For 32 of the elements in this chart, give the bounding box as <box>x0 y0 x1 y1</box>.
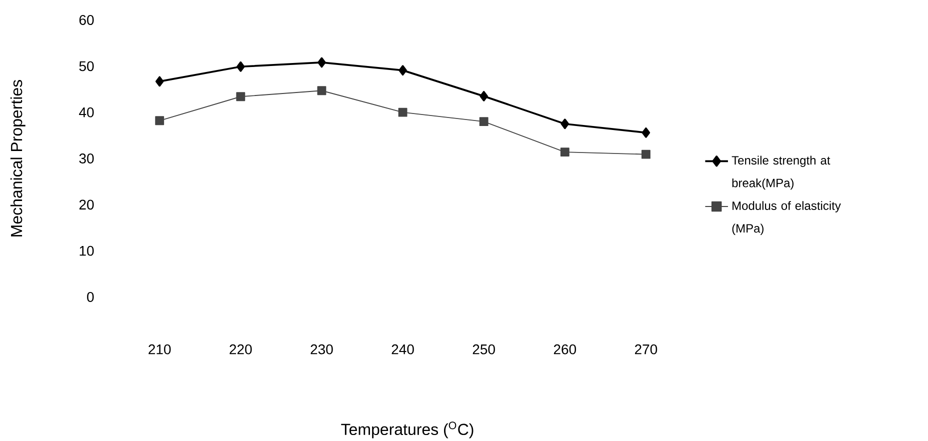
point <box>480 90 488 102</box>
y-tick-label: 60 <box>79 15 94 25</box>
point <box>398 108 408 117</box>
point <box>236 92 246 102</box>
x-tick-label: 240 <box>392 344 414 354</box>
x-tick-label: 270 <box>634 344 658 354</box>
legend-label: Modulus of elasticity (MPa) <box>732 201 841 235</box>
y-tick-label: 0 <box>87 292 94 302</box>
y-axis-title: Mechanical Properties <box>10 80 26 236</box>
x-tick-label: 260 <box>554 344 576 354</box>
y-tick-label: 20 <box>79 200 94 210</box>
point <box>641 150 650 159</box>
y-tick-label: 50 <box>79 61 94 72</box>
point <box>398 65 407 76</box>
x-tick-label: 250 <box>472 344 495 354</box>
point <box>560 118 570 130</box>
x-tick-label: 210 <box>148 344 171 354</box>
y-tick-label: 10 <box>80 246 94 256</box>
point <box>317 86 326 96</box>
y-tick-label: 40 <box>79 107 94 118</box>
point <box>318 57 326 68</box>
point <box>479 117 488 126</box>
x-tick-label: 220 <box>230 344 252 354</box>
y-tick-label: 30 <box>79 154 94 164</box>
point <box>236 61 245 72</box>
x-tick-label: 230 <box>310 344 333 354</box>
point <box>155 76 164 87</box>
x-axis-title: Temperatures ($^{O}$C) <box>341 422 474 438</box>
legend-label: Tensile strength at break(MPa) <box>732 156 830 190</box>
point <box>642 127 650 138</box>
point <box>155 116 164 126</box>
point <box>560 148 570 157</box>
